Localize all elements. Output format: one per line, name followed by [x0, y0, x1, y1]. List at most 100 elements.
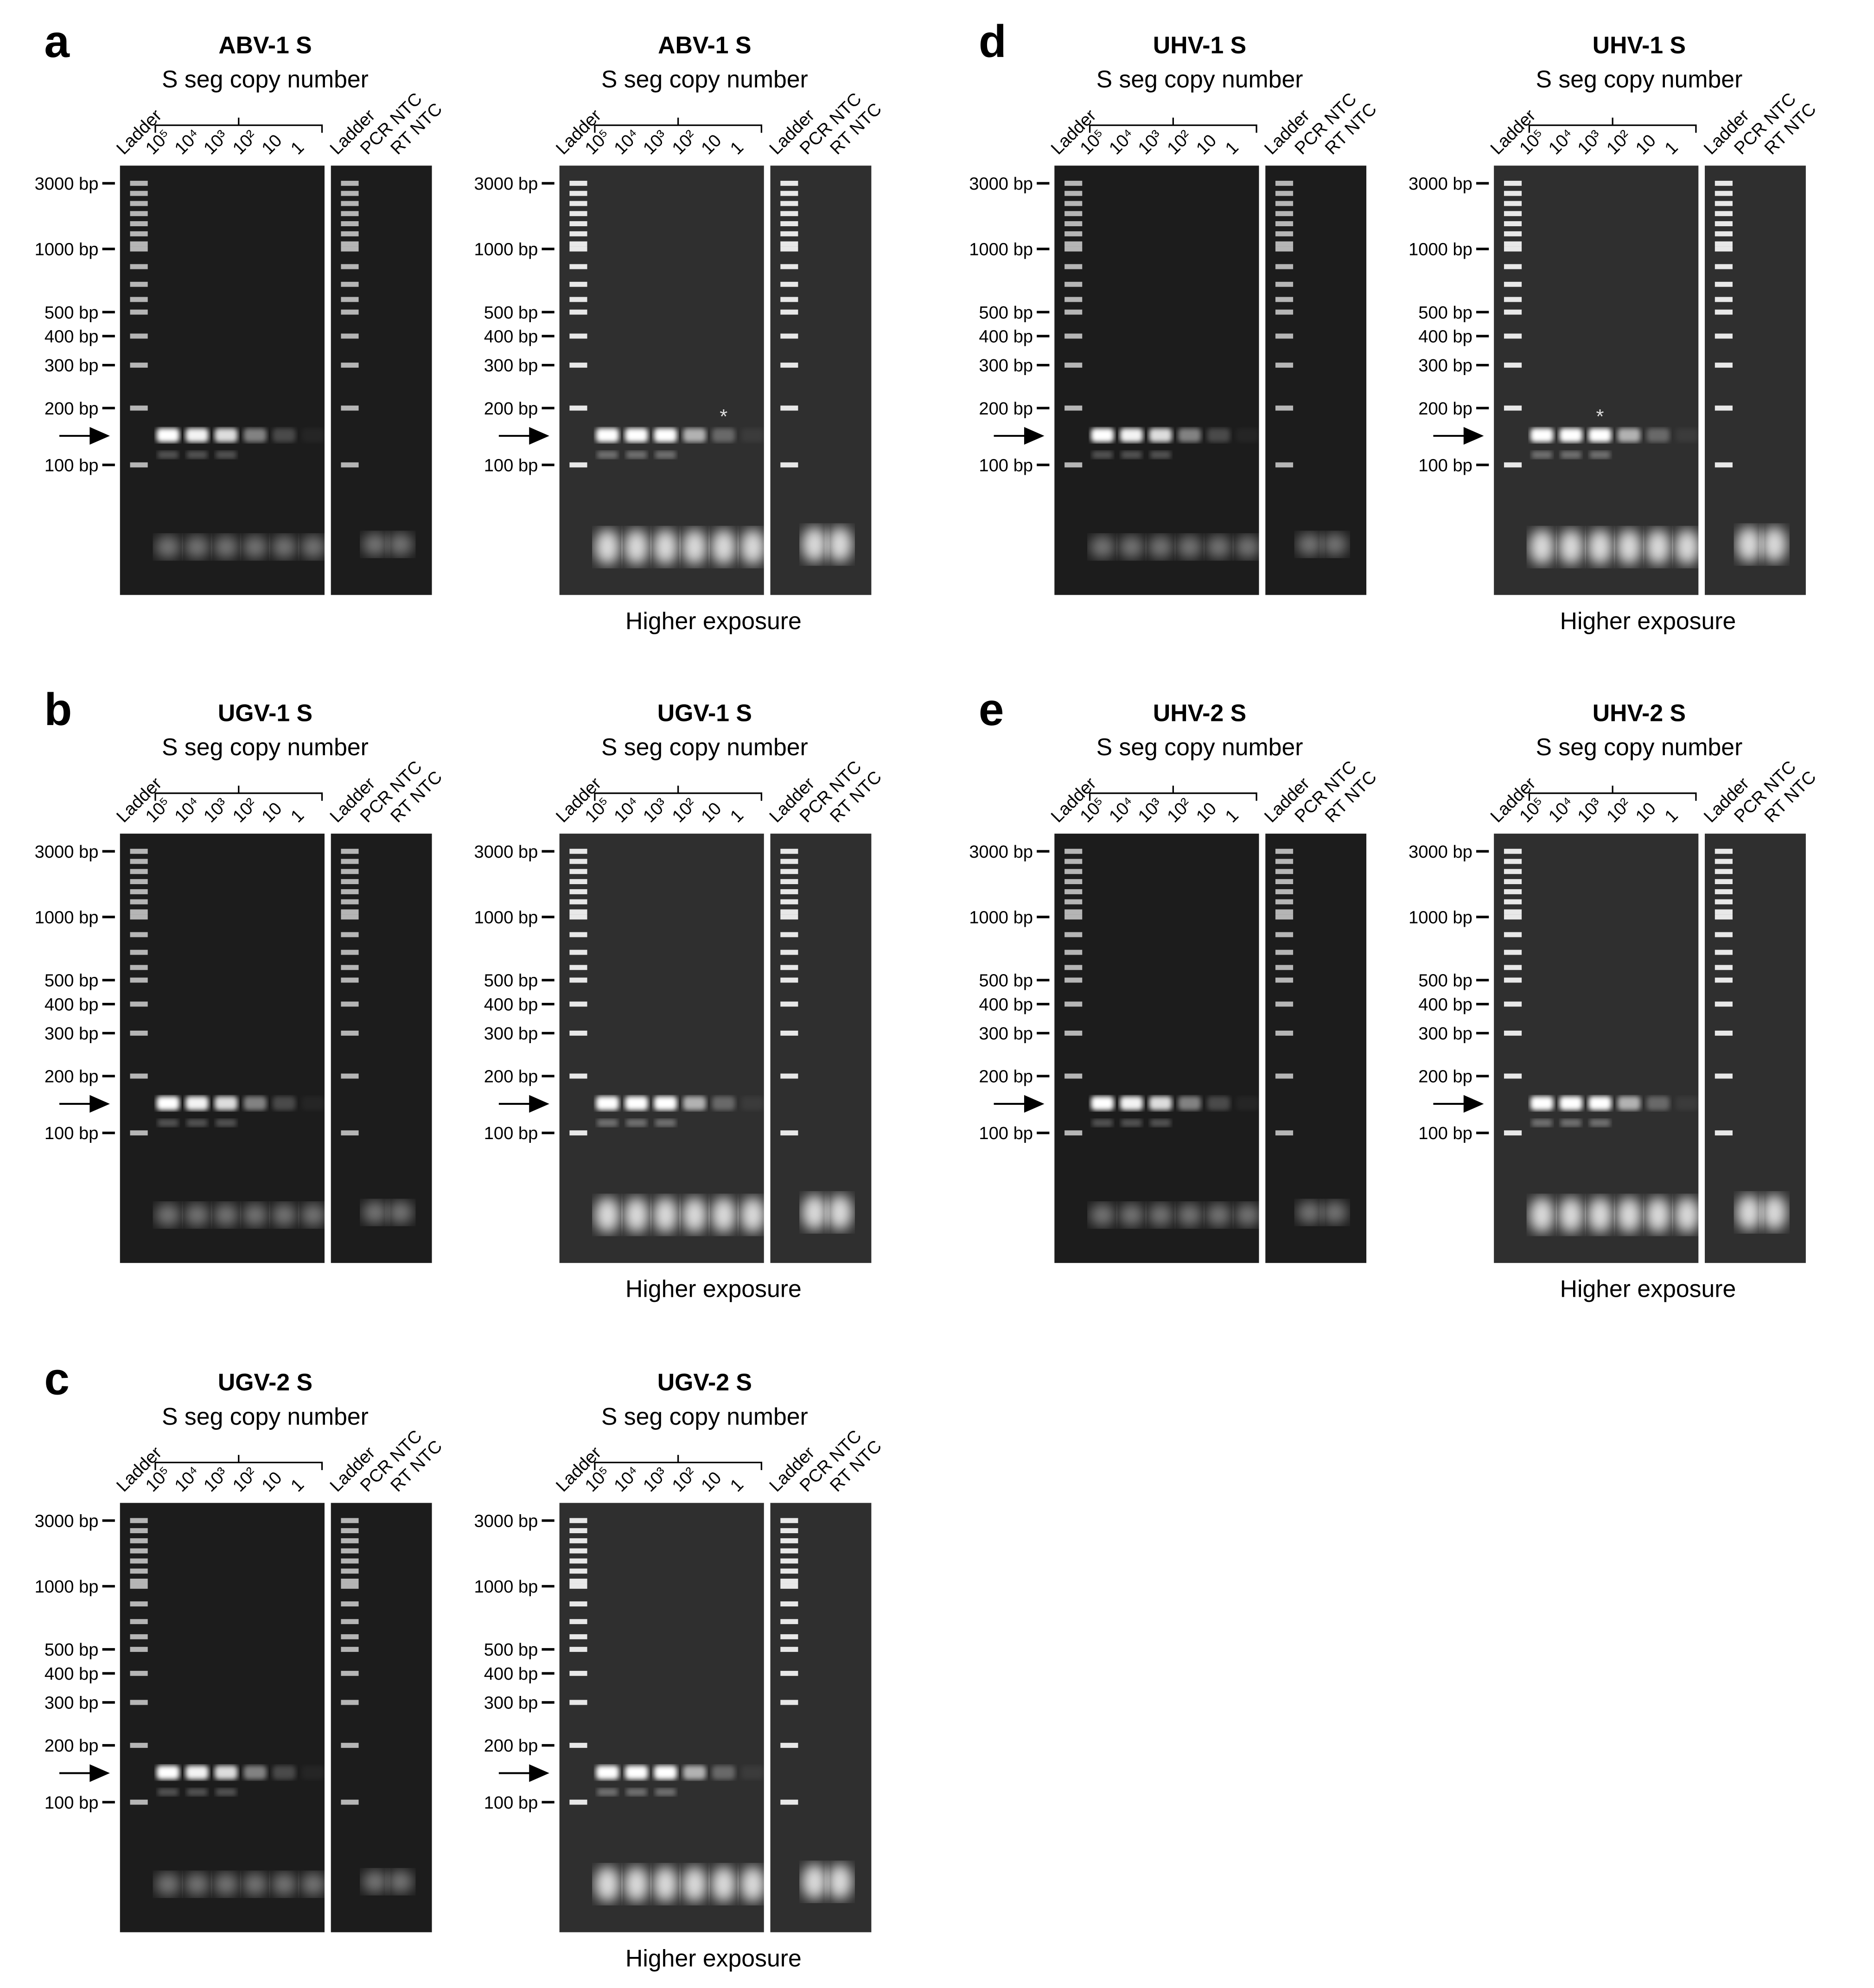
- size-label: 3000 bp: [474, 174, 538, 194]
- ladder-band: [1715, 889, 1733, 894]
- product-band: [654, 428, 677, 442]
- ladder-band: [130, 363, 148, 368]
- primer-dimer: [594, 1197, 620, 1233]
- ladder-band: [130, 201, 148, 206]
- exposure-note: Higher exposure: [1560, 1275, 1736, 1302]
- ladder-band: [1275, 879, 1294, 885]
- separator: [764, 834, 771, 1263]
- product-band: [1149, 1096, 1172, 1110]
- primer-dimer: [271, 1873, 297, 1896]
- ladder-band: [1504, 909, 1522, 915]
- ladder-band: [780, 1619, 798, 1625]
- ladder-band: [1715, 1130, 1733, 1136]
- ladder-band: [341, 889, 359, 894]
- primer-dimer: [184, 1204, 210, 1227]
- ladder-band: [1064, 405, 1083, 411]
- primer-dimer: [682, 1197, 708, 1233]
- secondary-band: [597, 1119, 618, 1127]
- ladder-band: [1275, 869, 1294, 874]
- ladder-band: [1275, 848, 1294, 854]
- ladder-band: [780, 1634, 798, 1639]
- ladder-band: [1064, 965, 1083, 970]
- ladder-band: [130, 1619, 148, 1625]
- ladder-band: [1275, 264, 1294, 269]
- ladder-band: [341, 1558, 359, 1564]
- size-label: 200 bp: [484, 1067, 538, 1087]
- gel-figure: UHV-2 SS seg copy numberLadder10⁵10⁴10³1…: [1409, 700, 1820, 1302]
- size-label: 500 bp: [1418, 971, 1472, 991]
- gel-subtitle: S seg copy number: [1536, 733, 1742, 760]
- separator: [764, 166, 771, 595]
- primer-dimer: [1558, 529, 1584, 565]
- gel-control: [1705, 834, 1806, 1263]
- secondary-band: [187, 451, 207, 459]
- panel-letter: b: [44, 684, 72, 735]
- product-band: [243, 428, 267, 442]
- product-band: [683, 1096, 706, 1110]
- gel-title: ABV-1 S: [218, 32, 312, 58]
- ladder-band: [1275, 297, 1294, 302]
- ladder-band: [1064, 848, 1083, 854]
- size-label: 400 bp: [484, 994, 538, 1014]
- ladder-band: [1275, 309, 1294, 315]
- size-label: 3000 bp: [35, 174, 99, 194]
- size-label: 100 bp: [45, 1123, 99, 1143]
- ladder-band: [1275, 191, 1294, 196]
- primer-dimer: [624, 529, 649, 565]
- primer-dimer: [184, 535, 210, 559]
- ladder-band: [1064, 241, 1083, 247]
- gel-main: [1054, 834, 1259, 1263]
- primer-dimer: [1322, 533, 1348, 556]
- ladder-band: [1715, 909, 1733, 915]
- ladder-band: [130, 914, 148, 920]
- ladder-band: [1064, 462, 1083, 468]
- product-band: [1588, 1096, 1612, 1110]
- ladder-band: [1064, 297, 1083, 302]
- size-label: 400 bp: [45, 1664, 99, 1684]
- product-band: [1646, 428, 1670, 442]
- ladder-band: [1715, 965, 1733, 970]
- product-band: [301, 428, 325, 442]
- ladder-band: [341, 191, 359, 196]
- ladder-band: [1275, 977, 1294, 983]
- primer-dimer: [1322, 1201, 1348, 1224]
- arrow-head: [1463, 427, 1484, 445]
- ladder-band: [569, 909, 587, 915]
- ladder-band: [130, 932, 148, 937]
- ladder-band: [1275, 246, 1294, 252]
- ladder-band: [341, 1030, 359, 1036]
- primer-dimer: [594, 1867, 620, 1902]
- ladder-band: [1715, 914, 1733, 920]
- ladder-band: [130, 1670, 148, 1676]
- primer-dimer: [653, 529, 678, 565]
- primer-dimer: [1645, 529, 1671, 565]
- ladder-band: [1504, 297, 1522, 302]
- ladder-band: [1715, 405, 1733, 411]
- ladder-band: [1064, 1073, 1083, 1079]
- ladder-band: [1275, 909, 1294, 915]
- size-label: 400 bp: [45, 994, 99, 1014]
- secondary-band: [655, 451, 676, 459]
- ladder-band: [569, 1073, 587, 1079]
- product-band: [156, 428, 179, 442]
- gel-title: ABV-1 S: [658, 32, 751, 58]
- ladder-band: [569, 879, 587, 885]
- ladder-band: [341, 180, 359, 186]
- ladder-band: [1715, 1073, 1733, 1079]
- size-label: 300 bp: [979, 356, 1033, 376]
- ladder-band: [1275, 1030, 1294, 1036]
- separator: [1259, 166, 1266, 595]
- ladder-band: [1504, 899, 1522, 905]
- product-band: [1676, 428, 1699, 442]
- ladder-band: [1715, 281, 1733, 287]
- secondary-band: [1561, 451, 1581, 459]
- product-band: [185, 1096, 209, 1110]
- product-band: [156, 1765, 179, 1780]
- product-band: [1207, 1096, 1230, 1110]
- ladder-band: [130, 1647, 148, 1652]
- gel-figure: UHV-2 SS seg copy numberLadder10⁵10⁴10³1…: [969, 700, 1381, 1263]
- size-label: 400 bp: [1418, 994, 1472, 1014]
- primer-dimer: [388, 533, 413, 556]
- product-band: [596, 1096, 619, 1110]
